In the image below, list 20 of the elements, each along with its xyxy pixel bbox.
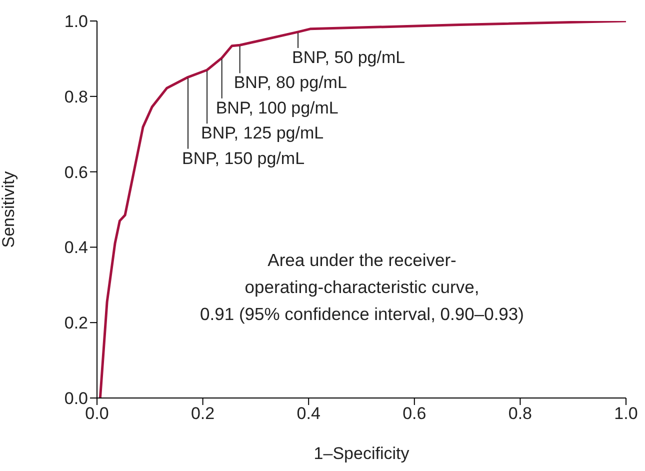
y-tick-label: 0.6 xyxy=(64,162,88,182)
annotation: BNP, 50 pg/mL xyxy=(292,48,406,67)
x-tick-label: 0.4 xyxy=(296,404,320,424)
x-tick-label: 0.2 xyxy=(190,404,215,424)
x-tick-label: 1.0 xyxy=(614,404,638,424)
annotation: BNP, 100 pg/mL xyxy=(216,98,338,118)
annotation: Area under the receiver- operating-characteristic curve, 0.91 (95% confidence interval, 0.90–0.93) xyxy=(199,249,525,326)
y-axis-title: Sensitivity xyxy=(0,170,18,248)
x-tick-label: 0.8 xyxy=(508,404,532,424)
y-tick-label: 0.8 xyxy=(64,87,88,106)
y-tick-label: 1.0 xyxy=(64,12,88,32)
x-axis-title: 1–Specificity xyxy=(314,444,410,463)
x-tick-label: 0.6 xyxy=(402,404,426,424)
y-tick-label: 0.4 xyxy=(64,238,88,258)
annotation: BNP, 80 pg/mL xyxy=(234,73,347,92)
annotation: BNP, 150 pg/mL xyxy=(182,148,305,168)
x-tick-label: 0.0 xyxy=(85,404,109,424)
y-tick-label: 0.0 xyxy=(64,389,88,408)
annotation: BNP, 125 pg/mL xyxy=(201,124,324,143)
y-tick-label: 0.2 xyxy=(64,314,88,333)
